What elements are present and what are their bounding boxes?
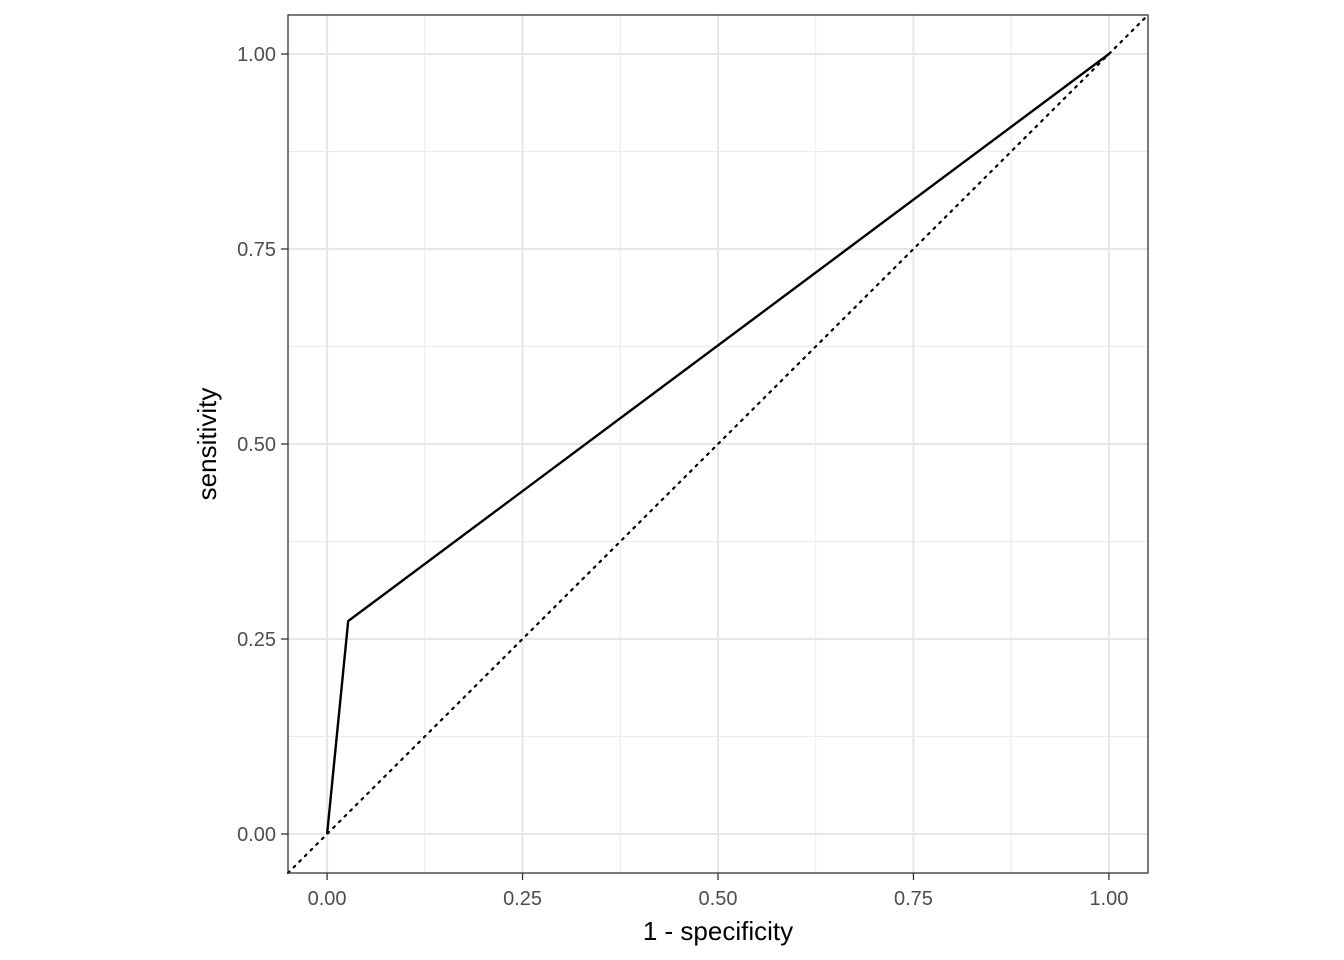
y-tick-label: 1.00 bbox=[237, 44, 276, 66]
x-tick-label: 0.25 bbox=[503, 888, 542, 910]
y-axis-title: sensitivity bbox=[192, 388, 222, 501]
y-tick-label: 0.00 bbox=[237, 824, 276, 846]
x-axis-title: 1 - specificity bbox=[643, 916, 793, 946]
series-layer bbox=[325, 53, 1110, 835]
reference-diagonal-line bbox=[286, 13, 1150, 875]
roc-curve-line bbox=[325, 53, 1110, 835]
x-tick-label: 0.00 bbox=[308, 888, 347, 910]
y-tick-label: 0.50 bbox=[237, 434, 276, 456]
reference-line-layer bbox=[286, 13, 1150, 875]
x-tick-label: 1.00 bbox=[1089, 888, 1128, 910]
y-axis: 0.00 0.25 0.50 0.75 1.00 bbox=[237, 44, 288, 846]
x-axis: 0.00 0.25 0.50 0.75 1.00 bbox=[308, 873, 1128, 910]
x-tick-label: 0.50 bbox=[699, 888, 738, 910]
x-tick-label: 0.75 bbox=[894, 888, 933, 910]
y-tick-label: 0.25 bbox=[237, 629, 276, 651]
y-tick-label: 0.75 bbox=[237, 239, 276, 261]
